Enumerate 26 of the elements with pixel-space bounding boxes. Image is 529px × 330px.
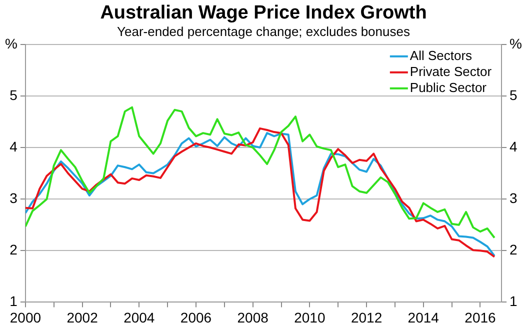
y2-tick-label: 4	[510, 138, 518, 154]
y-tick-label: 4	[10, 138, 18, 154]
y2-tick-label: %	[510, 35, 522, 52]
legend-label: Private Sector	[410, 64, 492, 79]
x-tick-label: 2004	[124, 309, 155, 326]
y2-tick-label: 2	[510, 242, 518, 258]
chart-subtitle: Year-ended percentage change; excludes bonuses	[117, 24, 410, 40]
y-tick-label: 1	[10, 293, 18, 310]
y2-tick-label: 3	[510, 190, 518, 206]
x-tick-label: 2014	[408, 309, 440, 326]
x-tick-label: 2000	[10, 309, 42, 326]
x-tick-label: 2006	[180, 309, 212, 326]
x-tick-label: 2010	[294, 309, 326, 326]
y2-tick-label: 1	[510, 293, 518, 310]
y-tick-label: %	[4, 35, 18, 52]
y-tick-label: 2	[10, 242, 18, 258]
legend-label: All Sectors	[410, 48, 473, 63]
x-tick-label: 2008	[237, 309, 269, 326]
y-tick-label: 5	[10, 86, 18, 103]
x-tick-label: 2016	[464, 309, 496, 326]
y-tick-label: 3	[10, 190, 18, 206]
y2-tick-label: 5	[510, 86, 518, 103]
legend-label: Public Sector	[410, 80, 488, 95]
chart-title: Australian Wage Price Index Growth	[100, 2, 427, 24]
x-tick-label: 2002	[66, 309, 98, 326]
x-tick-label: 2012	[350, 309, 382, 326]
